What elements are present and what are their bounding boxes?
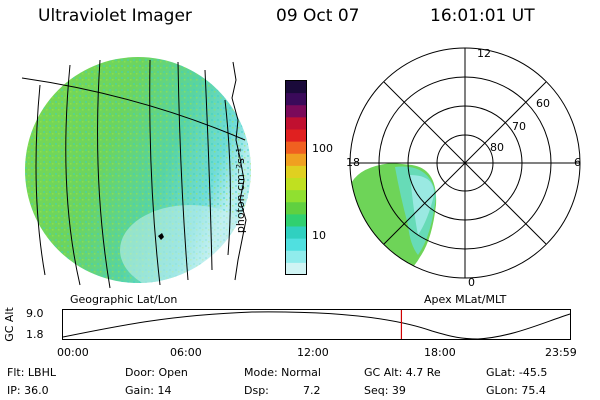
colorbar-swatch — [286, 238, 306, 252]
geographic-map — [21, 57, 251, 289]
colorbar-swatch — [286, 141, 306, 155]
longitude-grid — [21, 59, 246, 289]
timeline-tick-0000: 00:00 — [57, 346, 89, 359]
colorbar-swatch — [286, 178, 306, 191]
altitude-timeline — [62, 309, 571, 340]
colorbar-swatch — [286, 153, 306, 167]
latitude-line — [21, 77, 246, 141]
ip-status: IP: 36.0 — [7, 384, 49, 397]
colorbar-swatch — [286, 250, 306, 264]
colorbar-tick-10: 10 — [312, 229, 326, 242]
filter-status: Flt: LBHL — [7, 366, 56, 379]
colorbar-swatch — [286, 93, 306, 106]
colorbar-tick-100: 100 — [312, 142, 333, 155]
station-marker — [158, 233, 164, 240]
colorbar-swatch — [286, 214, 306, 227]
glat-status: GLat: -45.5 — [486, 366, 548, 379]
colorbar-swatch — [286, 165, 306, 179]
timeline-ymax: 9.0 — [26, 307, 44, 320]
mlt-label-6: 6 — [574, 156, 581, 169]
instrument-title: Ultraviolet Imager — [38, 6, 192, 26]
mode-status: Mode: Normal — [244, 366, 321, 379]
colorbar-swatch — [286, 129, 306, 143]
colorbar-swatch — [286, 190, 306, 203]
gc-altitude-status: GC Alt: 4.7 Re — [364, 366, 441, 379]
mlat-label-80: 80 — [490, 141, 504, 154]
dsp-value: 7.2 — [303, 384, 321, 397]
mlt-label-18: 18 — [346, 156, 360, 169]
right-map-caption: Apex MLat/MLT — [424, 293, 507, 306]
polar-grid — [349, 47, 581, 279]
colorbar-swatch — [286, 202, 306, 215]
colorbar-swatch — [286, 226, 306, 240]
door-status: Door: Open — [125, 366, 188, 379]
mlt-label-12: 12 — [477, 47, 491, 60]
timeline-tick-2359: 23:59 — [545, 346, 577, 359]
timeline-tick-0600: 06:00 — [170, 346, 202, 359]
coastline — [231, 61, 247, 281]
colorbar-unit-label: photon cm⁻²s⁻¹ — [234, 147, 248, 234]
timeline-tick-1800: 18:00 — [424, 346, 456, 359]
sequence-status: Seq: 39 — [364, 384, 406, 397]
timeline-tick-1200: 12:00 — [297, 346, 329, 359]
timeline-ymin: 1.8 — [26, 328, 44, 341]
dsp-label: Dsp: — [244, 384, 269, 397]
colorbar-swatch — [286, 117, 306, 130]
gain-status: Gain: 14 — [125, 384, 172, 397]
mlat-label-70: 70 — [512, 120, 526, 133]
colorbar-swatch — [286, 262, 306, 275]
time-label: 16:01:01 UT — [430, 6, 535, 26]
mlat-label-60: 60 — [536, 97, 550, 110]
glon-status: GLon: 75.4 — [486, 384, 546, 397]
altitude-curve — [62, 311, 571, 340]
colorbar-swatch — [286, 105, 306, 118]
polar-uv-image — [350, 163, 437, 275]
polar-mlat-mlt-plot — [349, 47, 581, 279]
left-map-caption: Geographic Lat/Lon — [70, 293, 178, 306]
date-label: 09 Oct 07 — [276, 6, 360, 26]
mlt-label-0: 0 — [468, 276, 475, 289]
colorbar — [285, 80, 307, 275]
colorbar-swatch — [286, 81, 306, 94]
timeline-ylabel: GC Alt — [2, 307, 16, 342]
